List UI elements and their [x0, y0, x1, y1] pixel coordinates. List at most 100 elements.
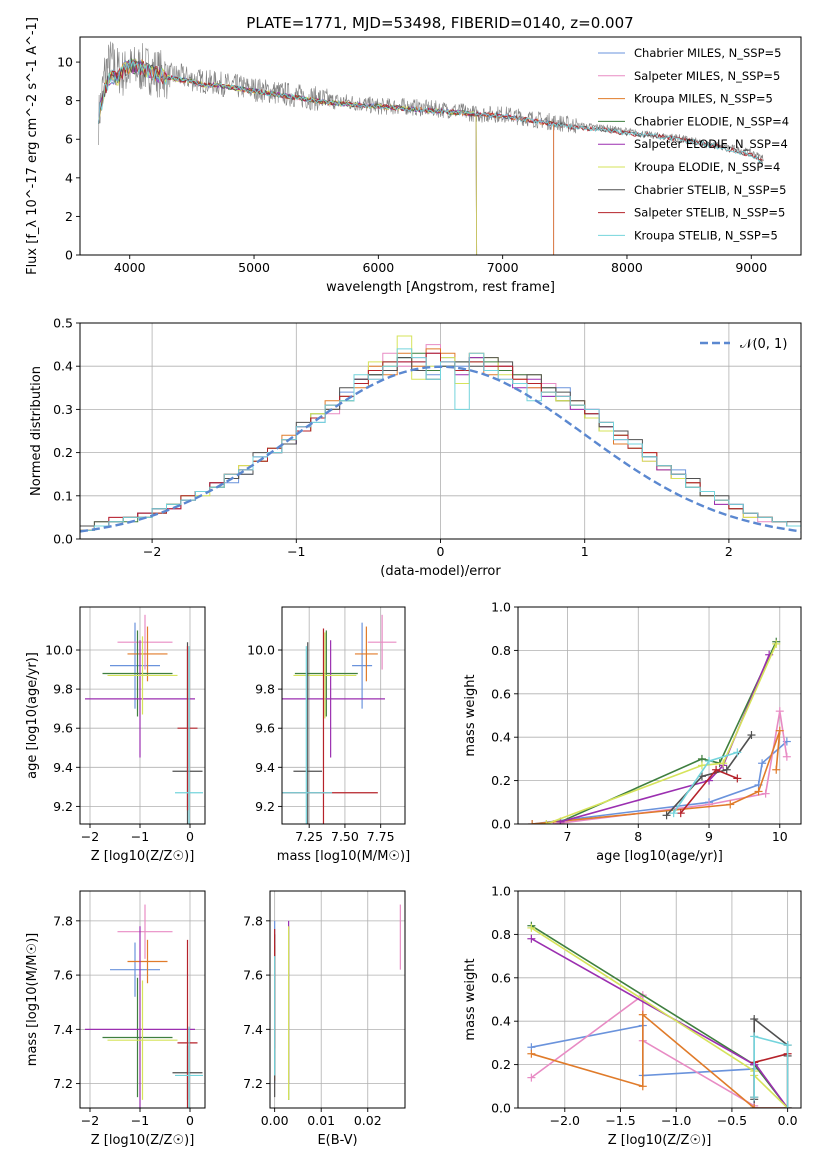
x-tick-label: 6000	[362, 260, 394, 275]
weight-line	[546, 643, 777, 824]
x-tick-label: 7000	[487, 260, 519, 275]
y-tick-label: 7.8	[53, 913, 73, 928]
x-tick-label: −1.5	[605, 1113, 635, 1128]
y-tick-label: 10	[57, 55, 73, 70]
panel-residuals: −2 −1 0 1 2 0.0 0.1 0.2 0.3 0.4 0.5 (data-model)/er…	[29, 316, 802, 579]
y-tick-label: 0.6	[491, 970, 511, 985]
weight-marker	[761, 789, 770, 798]
weight-marker	[712, 765, 721, 774]
weight-marker	[733, 774, 742, 783]
x-tick-label: 8000	[611, 260, 643, 275]
panel-mass-vs-ebv: 0.00 0.01 0.02 7.2 7.4 7.6 7.8 E(B-V)	[243, 890, 406, 1148]
y-tick-label: 0.4	[53, 359, 73, 374]
weight-marker	[783, 1041, 792, 1050]
y-tick-label: 0.2	[491, 1057, 511, 1072]
legend-label: Salpeter MILES, N_SSP=5	[634, 69, 780, 83]
y-tick-label: 0	[65, 248, 73, 263]
x-tick-label: 0	[186, 829, 194, 844]
x-tick-label: 9000	[735, 260, 767, 275]
x-tick-label: −1	[131, 829, 149, 844]
y-axis-label: age [log10(age/yr)]	[25, 652, 40, 779]
y-tick-label: 0.0	[491, 817, 511, 832]
weight-marker	[527, 934, 536, 943]
x-tick-label: 0.01	[307, 1113, 335, 1128]
y-tick-label: 8	[65, 93, 73, 108]
weight-line	[753, 1035, 789, 1108]
axes-frame	[79, 606, 206, 825]
y-tick-label: 0.2	[53, 445, 73, 460]
weight-marker	[750, 1093, 759, 1102]
x-tick-label: −2.0	[550, 1113, 580, 1128]
weight-line	[531, 1024, 788, 1108]
y-tick-label: 1.0	[491, 600, 511, 615]
x-tick-label: 7.75	[367, 829, 395, 844]
weight-marker	[697, 761, 706, 770]
y-tick-label: 9.8	[255, 682, 275, 697]
y-tick-label: 0.4	[491, 1014, 511, 1029]
y-tick-label: 0.2	[491, 773, 511, 788]
model-spectrum	[98, 59, 763, 164]
axes-frame	[517, 606, 802, 825]
x-tick-label: 5000	[238, 260, 270, 275]
legend-label: Kroupa ELODIE, N_SSP=4	[634, 160, 780, 174]
y-axis-label: mass [log10(M/M☉)]	[25, 933, 40, 1066]
panel-weight-vs-age: 7 8 9 10 0.0 0.2 0.4 0.6 0.8 1.0 age [log10(age/yr…	[463, 600, 802, 864]
plot-area-mass-vs-ebv	[274, 904, 401, 1100]
weight-marker	[676, 809, 685, 818]
x-tick-label: 2	[725, 544, 733, 559]
weight-marker	[772, 639, 781, 648]
x-tick-label: −2	[81, 829, 99, 844]
x-tick-label: −1	[287, 544, 305, 559]
y-tick-label: 7.4	[53, 1022, 73, 1037]
x-axis-label: E(B-V)	[317, 1133, 357, 1148]
y-tick-label: 0.0	[53, 532, 73, 547]
weight-marker	[772, 765, 781, 774]
residual-histogram	[80, 348, 801, 539]
y-tick-label: 10.0	[45, 643, 73, 658]
panel-age-vs-z: −2 −1 0 9.2 9.4 9.6 9.8 10.0 Z [log10(Z/Z☉)] age …	[25, 606, 206, 864]
y-tick-label: 7.6	[243, 968, 263, 983]
y-tick-label: 9.4	[255, 760, 275, 775]
legend-label: Chabrier ELODIE, N_SSP=4	[634, 114, 789, 128]
x-tick-label: −2	[143, 544, 161, 559]
y-tick-label: 10.0	[247, 643, 275, 658]
plot-area-weight-vs-z	[527, 921, 792, 1108]
x-tick-label: 0.02	[354, 1113, 382, 1128]
y-tick-label: 9.8	[53, 682, 73, 697]
weight-marker	[758, 759, 767, 768]
y-tick-label: 0.5	[53, 316, 73, 331]
x-tick-label: −1.0	[661, 1113, 691, 1128]
panel-age-vs-mass: 7.25 7.50 7.75 9.2 9.4 9.6 9.8 10.0 mass [log10(…	[247, 606, 410, 864]
y-tick-label: 9.2	[255, 799, 275, 814]
weight-marker	[750, 1104, 759, 1108]
y-tick-label: 0.8	[491, 643, 511, 658]
x-axis-label: Z [log10(Z/Z☉)]	[91, 1133, 195, 1148]
weight-marker	[705, 757, 714, 766]
y-tick-label: 4	[65, 170, 73, 185]
y-tick-label: 9.2	[53, 799, 73, 814]
legend-label: Kroupa STELIB, N_SSP=5	[634, 228, 778, 242]
y-tick-label: 7.4	[243, 1022, 263, 1037]
weight-marker	[775, 707, 784, 716]
axes-frame	[269, 890, 406, 1109]
figure-title: PLATE=1771, MJD=53498, FIBERID=0140, z=0…	[246, 14, 633, 32]
x-tick-label: 7.25	[295, 829, 323, 844]
x-axis-label: (data-model)/error	[380, 564, 501, 579]
weight-marker	[669, 809, 678, 818]
weight-marker	[775, 726, 784, 735]
legend-label: Chabrier MILES, N_SSP=5	[634, 46, 781, 60]
y-tick-label: 7.2	[53, 1076, 73, 1091]
y-tick-label: 9.6	[53, 721, 73, 736]
y-tick-label: 0.8	[491, 927, 511, 942]
x-tick-label: 0.0	[778, 1113, 798, 1128]
y-tick-label: 0.3	[53, 402, 73, 417]
weight-marker	[527, 923, 536, 932]
weight-marker	[528, 820, 537, 824]
y-axis-label: mass weight	[463, 674, 478, 756]
y-tick-label: 7.6	[53, 968, 73, 983]
panel-spectrum: 4000 5000 6000 7000 8000 9000 0 2 4 6 8 10 wavelengt…	[25, 17, 802, 295]
axes-frame	[79, 890, 206, 1109]
x-tick-label: 0	[186, 1113, 194, 1128]
plot-area-spectrum	[98, 41, 764, 255]
